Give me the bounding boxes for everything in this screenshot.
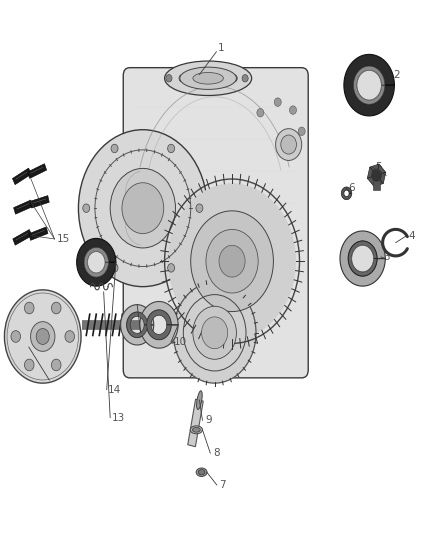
Polygon shape (30, 196, 49, 208)
Circle shape (290, 106, 297, 114)
Ellipse shape (180, 67, 237, 90)
Ellipse shape (196, 468, 207, 477)
FancyBboxPatch shape (123, 68, 308, 378)
Circle shape (111, 144, 118, 153)
Text: 6: 6 (348, 183, 355, 193)
Text: 11: 11 (143, 328, 156, 338)
Circle shape (193, 306, 237, 359)
Circle shape (196, 204, 203, 213)
Circle shape (166, 75, 172, 82)
Ellipse shape (190, 426, 202, 434)
Circle shape (168, 144, 175, 153)
Polygon shape (367, 175, 377, 187)
Circle shape (218, 75, 224, 82)
Circle shape (110, 168, 176, 248)
Bar (373, 180, 380, 190)
Polygon shape (12, 168, 31, 184)
Ellipse shape (192, 427, 200, 432)
Polygon shape (127, 312, 148, 337)
Circle shape (298, 127, 305, 135)
Ellipse shape (165, 61, 252, 95)
Polygon shape (28, 164, 46, 179)
Circle shape (257, 109, 264, 117)
Circle shape (25, 302, 34, 314)
Circle shape (36, 328, 49, 344)
Circle shape (179, 75, 185, 82)
Circle shape (231, 75, 237, 82)
Text: 15: 15 (57, 234, 71, 244)
Polygon shape (367, 167, 377, 179)
Circle shape (206, 229, 258, 293)
Text: 13: 13 (112, 413, 125, 423)
Circle shape (51, 302, 61, 314)
Text: 9: 9 (205, 415, 212, 425)
Polygon shape (353, 66, 385, 104)
Polygon shape (14, 200, 33, 214)
Polygon shape (377, 164, 386, 175)
Polygon shape (377, 172, 386, 183)
Ellipse shape (193, 72, 223, 84)
Polygon shape (340, 231, 385, 286)
Polygon shape (370, 164, 379, 175)
Polygon shape (188, 399, 203, 447)
Ellipse shape (197, 391, 202, 409)
Circle shape (88, 252, 105, 273)
Circle shape (191, 211, 273, 312)
Polygon shape (344, 54, 394, 116)
Circle shape (25, 359, 34, 371)
Polygon shape (341, 187, 352, 200)
Circle shape (276, 128, 302, 160)
Text: 2: 2 (393, 70, 400, 79)
Circle shape (242, 75, 248, 82)
Circle shape (371, 169, 382, 182)
Polygon shape (348, 241, 377, 276)
Polygon shape (120, 305, 154, 345)
Text: 1: 1 (218, 43, 225, 53)
Circle shape (4, 290, 81, 383)
Polygon shape (84, 247, 109, 277)
Circle shape (352, 245, 374, 272)
Circle shape (201, 317, 228, 349)
Polygon shape (147, 310, 171, 340)
Circle shape (357, 70, 381, 100)
Circle shape (274, 98, 281, 107)
Circle shape (31, 321, 55, 351)
Circle shape (205, 75, 211, 82)
Text: 3: 3 (384, 252, 390, 262)
Text: 12: 12 (31, 342, 44, 352)
Circle shape (281, 135, 297, 154)
Ellipse shape (198, 470, 205, 475)
Text: 10: 10 (174, 337, 187, 347)
Text: 14: 14 (108, 384, 121, 394)
Polygon shape (140, 302, 178, 348)
Circle shape (83, 204, 90, 213)
Text: 8: 8 (213, 448, 219, 458)
Circle shape (168, 264, 175, 272)
Circle shape (51, 359, 61, 371)
Text: 4: 4 (408, 231, 415, 241)
Polygon shape (77, 238, 116, 286)
Circle shape (173, 282, 256, 383)
Text: 7: 7 (219, 480, 226, 490)
Circle shape (192, 75, 198, 82)
Circle shape (65, 330, 74, 342)
Circle shape (78, 130, 207, 287)
Polygon shape (13, 230, 32, 245)
Polygon shape (374, 175, 383, 187)
Circle shape (168, 183, 296, 339)
Circle shape (11, 330, 21, 342)
Circle shape (219, 245, 245, 277)
Text: 5: 5 (376, 163, 382, 172)
Circle shape (111, 264, 118, 272)
Polygon shape (29, 227, 48, 240)
Circle shape (122, 183, 164, 233)
